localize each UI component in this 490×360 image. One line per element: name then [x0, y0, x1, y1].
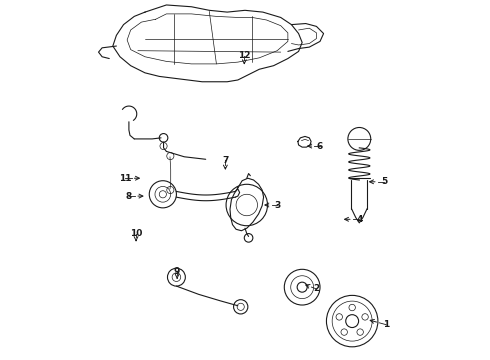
Text: 8: 8: [126, 192, 132, 201]
Text: 7: 7: [222, 156, 228, 165]
Text: 10: 10: [130, 229, 142, 238]
Text: 1: 1: [383, 320, 389, 329]
Text: 2: 2: [313, 284, 319, 293]
Text: 9: 9: [174, 267, 180, 276]
Text: 5: 5: [381, 177, 388, 186]
Text: 12: 12: [238, 51, 250, 60]
Text: 11: 11: [119, 174, 132, 183]
Text: 3: 3: [274, 201, 280, 210]
Text: 6: 6: [317, 141, 323, 150]
Text: 4: 4: [356, 215, 363, 224]
